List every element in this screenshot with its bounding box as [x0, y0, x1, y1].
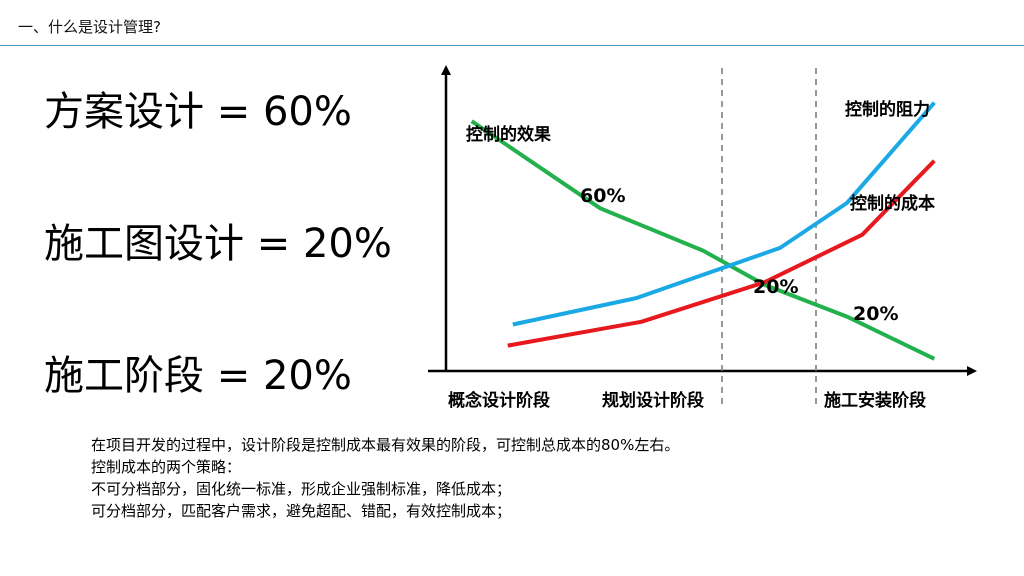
- body-line: 在项目开发的过程中，设计阶段是控制成本最有效果的阶段，可控制总成本的80%左右。: [91, 436, 680, 454]
- series-label-effect: 控制的效果: [466, 124, 551, 145]
- ratio-construction-drawing: 施工图设计 = 20%: [44, 221, 392, 267]
- body-line: 可分档部分，匹配客户需求，避免超配、错配，有效控制成本；: [91, 502, 512, 520]
- series-effect-line: [470, 119, 936, 361]
- series-cost-line: [507, 159, 936, 348]
- body-line: 不可分档部分，固化统一标准，形成企业强制标准，降低成本；: [91, 480, 512, 498]
- body-line: 控制成本的两个策略：: [91, 458, 242, 476]
- ratio-concept-design: 方案设计 = 60%: [44, 89, 352, 135]
- body-text: 在项目开发的过程中，设计阶段是控制成本最有效果的阶段，可控制总成本的80%左右。…: [91, 434, 679, 522]
- series-label-resistance: 控制的阻力: [845, 99, 930, 120]
- annotation-20-right: 20%: [853, 303, 898, 325]
- x-tick-construction: 施工安装阶段: [824, 390, 926, 411]
- annotation-60: 60%: [580, 185, 625, 207]
- x-tick-concept: 概念设计阶段: [448, 390, 550, 411]
- annotation-20-mid: 20%: [753, 276, 798, 298]
- series-resistance-line: [512, 101, 936, 327]
- series-label-cost: 控制的成本: [850, 193, 935, 214]
- page-title: 一、什么是设计管理?: [18, 18, 161, 36]
- header-divider: [0, 45, 1024, 46]
- ratio-construction-phase: 施工阶段 = 20%: [44, 353, 352, 399]
- x-tick-planning: 规划设计阶段: [602, 390, 704, 411]
